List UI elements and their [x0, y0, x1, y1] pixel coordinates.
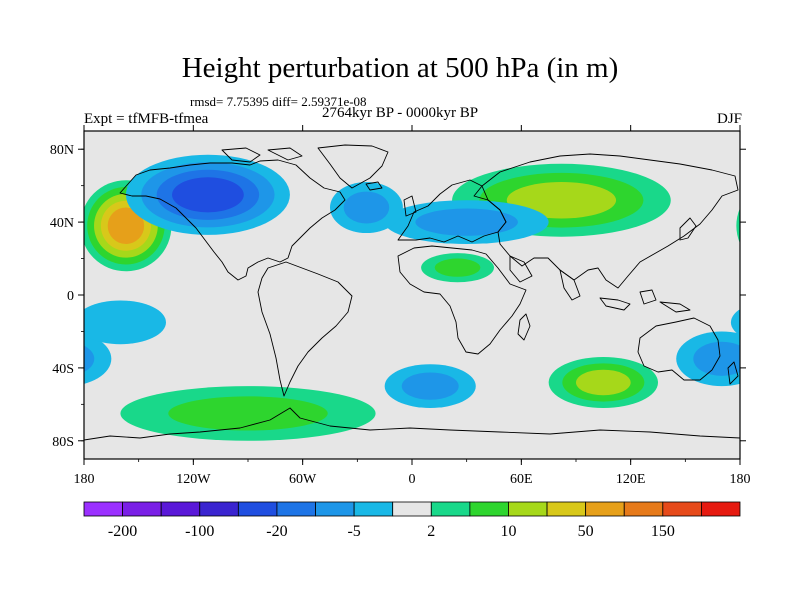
y-tick-label: 80N	[50, 143, 74, 158]
y-axis: 80N 40N 0 40S 80S	[50, 143, 746, 450]
y-tick-label: 0	[67, 289, 74, 304]
colorbar-label: 50	[578, 523, 594, 540]
rmsd-diff-stats: rmsd= 7.75395 diff= 2.59371e-08	[190, 94, 367, 109]
anomaly-contour-wrap-9-0	[84, 333, 112, 384]
y-tick-label: 80S	[52, 435, 74, 450]
x-tick-label: 60E	[510, 472, 533, 487]
colorbar-box	[623, 501, 664, 517]
coastline-greenland	[317, 144, 389, 189]
colorbar-label: 10	[500, 523, 516, 540]
y-tick-label: 40S	[52, 362, 74, 377]
anomaly-contour-wrap-0-4	[764, 208, 800, 244]
anomaly-contour-8-1	[401, 372, 459, 400]
anomaly-contour-10-0	[84, 300, 166, 345]
anomaly-contour-1-3	[172, 177, 244, 213]
season-label: DJF	[716, 111, 742, 127]
colorbar-box	[315, 501, 355, 517]
chart-title: Height perturbation at 500 hPa (in m)	[181, 52, 619, 84]
anomaly-contour-9-1	[693, 341, 740, 376]
coastline-asia	[481, 153, 739, 289]
anomaly-contour-wrap-0-2	[750, 194, 800, 258]
anomaly-field	[84, 131, 800, 459]
colorbar: -200 -100 -20 -5 2 10 50 150	[83, 501, 741, 540]
colorbar-box	[585, 501, 625, 517]
coastline-north-america	[119, 159, 346, 281]
coastline-madagascar	[517, 313, 531, 341]
colorbar-box	[662, 501, 702, 517]
coastline-arabia-india	[509, 255, 581, 301]
colorbar-box	[430, 501, 471, 517]
x-axis: 180 120W 60W 0 60E 120E 180	[74, 125, 751, 487]
colorbar-box	[83, 501, 123, 517]
anomaly-contour-5-1	[343, 191, 390, 224]
colorbar-box	[508, 501, 548, 517]
colorbar-box	[160, 501, 201, 517]
coastline-new-zealand	[727, 361, 739, 385]
coastline-uk-iceland	[365, 181, 417, 217]
anomaly-contour-4-1	[434, 258, 481, 277]
colorbar-label: 150	[651, 523, 675, 540]
colorbar-box	[276, 501, 316, 517]
colorbar-label: -5	[347, 523, 360, 540]
colorbar-label: -200	[108, 523, 137, 540]
coastline-australia	[637, 317, 721, 381]
colorbar-box	[353, 501, 394, 517]
colorbar-box	[237, 501, 278, 517]
x-tick-label: 60W	[289, 472, 317, 487]
anomaly-contour-0-4	[107, 207, 145, 244]
x-tick-label: 120W	[176, 472, 211, 487]
anomaly-contour-wrap-0-0	[736, 207, 740, 244]
x-tick-label: 180	[730, 472, 751, 487]
anomaly-contour-3-1	[415, 208, 518, 236]
coastline-south-america	[257, 261, 353, 397]
y-tick-label: 40N	[50, 216, 74, 231]
coastline-japan	[679, 217, 697, 241]
colorbar-box	[199, 501, 239, 517]
colorbar-label: 2	[427, 523, 435, 540]
colorbar-box	[122, 501, 162, 517]
coastline-indonesia	[599, 289, 691, 313]
x-tick-label: 180	[74, 472, 95, 487]
x-tick-label: 120E	[616, 472, 646, 487]
anomaly-contour-wrap-9-1	[84, 345, 95, 372]
colorbar-box	[546, 501, 587, 517]
experiment-label: Expt = tfMFB-tfmea	[84, 111, 209, 127]
anomaly-contour-6-1	[168, 396, 328, 431]
anomaly-contour-wrap-10-0	[730, 309, 740, 336]
colorbar-box	[392, 501, 432, 517]
anomaly-contour-wrap-0-3	[757, 201, 800, 251]
colorbar-box	[701, 501, 741, 517]
colorbar-label: -20	[266, 523, 287, 540]
period-label: 2764kyr BP - 0000kyr BP	[322, 105, 479, 121]
anomaly-contour-wrap-0-1	[743, 187, 800, 264]
anomaly-contour-7-2	[576, 369, 631, 396]
x-tick-label: 0	[409, 472, 416, 487]
coastline-africa	[397, 245, 527, 355]
colorbar-box	[469, 501, 509, 517]
coastline-antarctica	[84, 407, 740, 441]
anomaly-contour-2-2	[506, 182, 617, 219]
coastline-arctic-islands	[221, 147, 303, 163]
colorbar-label: -100	[185, 523, 214, 540]
coastlines	[84, 144, 740, 441]
